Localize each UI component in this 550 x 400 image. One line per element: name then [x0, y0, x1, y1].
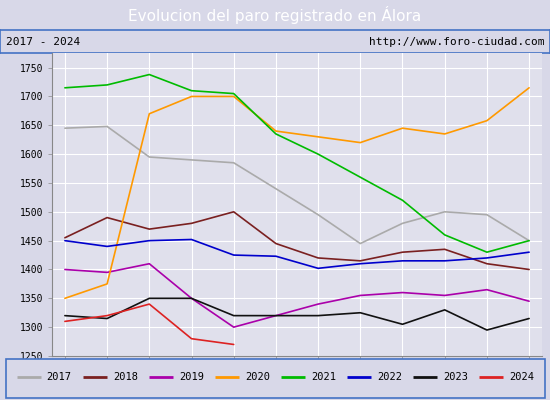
Text: http://www.foro-ciudad.com: http://www.foro-ciudad.com	[369, 37, 544, 47]
Text: 2023: 2023	[443, 372, 467, 382]
Text: Evolucion del paro registrado en Álora: Evolucion del paro registrado en Álora	[128, 6, 422, 24]
Text: 2018: 2018	[113, 372, 138, 382]
FancyBboxPatch shape	[6, 359, 544, 398]
Text: 2019: 2019	[179, 372, 204, 382]
Text: 2021: 2021	[311, 372, 335, 382]
Text: 2022: 2022	[377, 372, 402, 382]
Text: 2024: 2024	[509, 372, 534, 382]
Text: 2017: 2017	[47, 372, 72, 382]
Text: 2020: 2020	[245, 372, 270, 382]
Text: 2017 - 2024: 2017 - 2024	[6, 37, 80, 47]
